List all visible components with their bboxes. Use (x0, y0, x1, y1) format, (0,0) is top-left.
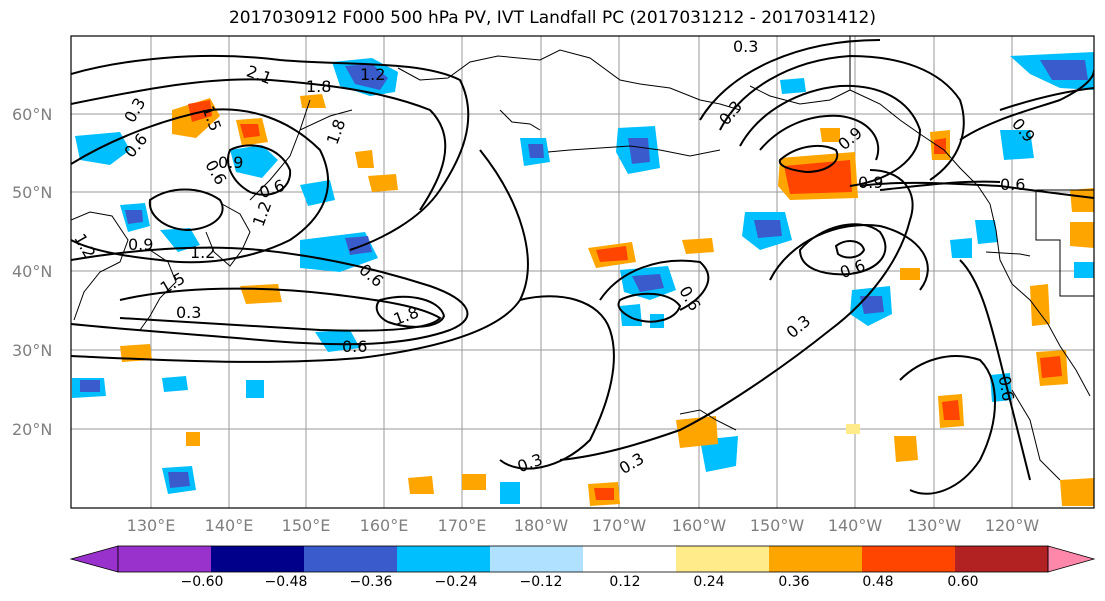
colorbar-swatch (769, 546, 863, 572)
colorbar-tick-label: −0.36 (350, 574, 393, 590)
lon-label: 130°E (127, 516, 176, 535)
lon-label: 140°E (205, 516, 254, 535)
map-border (70, 35, 1095, 509)
contour-label: 1.2 (190, 243, 215, 262)
contour-label: 0.6 (995, 374, 1018, 402)
contour-label: 1.2 (360, 65, 385, 84)
colorbar-swatch (862, 546, 956, 572)
lon-label: 130°W (907, 516, 962, 535)
colorbar-tick-label: 0.48 (862, 574, 893, 590)
lat-label: 50°N (12, 183, 52, 202)
lon-labels: 130°E 140°E 150°E 160°E 170°E 180°W 170°… (127, 516, 1040, 535)
lat-label: 60°N (12, 105, 52, 124)
contour-label: 0.3 (733, 37, 758, 56)
colorbar-tick-label: 0.12 (609, 574, 640, 590)
lon-label: 170°W (592, 516, 647, 535)
colorbar-tick-label: −0.48 (265, 574, 308, 590)
map-panel (71, 36, 1094, 508)
colorbar-swatch (955, 546, 1049, 572)
colorbar-border (117, 545, 1049, 573)
lon-label: 150°W (750, 516, 805, 535)
colorbar-swatch (397, 546, 491, 572)
colorbar-extend-high (1047, 545, 1096, 573)
contour-label: 0.6 (342, 337, 367, 356)
lon-label: 170°E (438, 516, 487, 535)
colorbar-tick-label: −0.24 (435, 574, 478, 590)
lat-labels: 60°N 50°N 40°N 30°N 20°N (12, 105, 52, 439)
lat-label: 30°N (12, 341, 52, 360)
lon-label: 150°E (282, 516, 331, 535)
colorbar-tick-label: 0.36 (778, 574, 809, 590)
colorbar-ticks: −0.60 −0.48 −0.36 −0.24 −0.12 0.12 0.24 … (181, 574, 979, 590)
colorbar-tick-label: 0.24 (693, 574, 724, 590)
lat-label: 20°N (12, 420, 52, 439)
colorbar-tick-label: 0.60 (947, 574, 978, 590)
contour-label: 0.3 (176, 303, 201, 322)
lon-label: 160°E (360, 516, 409, 535)
contour-label: 0.9 (858, 173, 883, 192)
colorbar-extend-low (69, 545, 119, 573)
colorbar-swatch (583, 546, 677, 572)
colorbar-tick-label: −0.60 (181, 574, 224, 590)
lon-label: 160°W (672, 516, 727, 535)
lon-label: 140°W (828, 516, 883, 535)
colorbar-swatch (211, 546, 305, 572)
map-title: 2017030912 F000 500 hPa PV, IVT Landfall… (228, 8, 876, 28)
lon-label: 180°W (514, 516, 569, 535)
lon-label: 120°W (985, 516, 1040, 535)
colorbar-swatch (676, 546, 770, 572)
colorbar (69, 545, 1096, 573)
contour-label: 0.9 (128, 235, 153, 254)
colorbar-swatch (490, 546, 584, 572)
colorbar-tick-label: −0.12 (520, 574, 563, 590)
contour-label: 1.8 (306, 77, 331, 96)
coastlines (71, 36, 1094, 481)
ivt-contours (71, 39, 1094, 495)
lat-label: 40°N (12, 262, 52, 281)
contour-label: 0.9 (218, 153, 243, 172)
colorbar-swatch (304, 546, 398, 572)
colorbar-swatch (118, 546, 212, 572)
contour-label: 0.6 (1000, 175, 1025, 194)
